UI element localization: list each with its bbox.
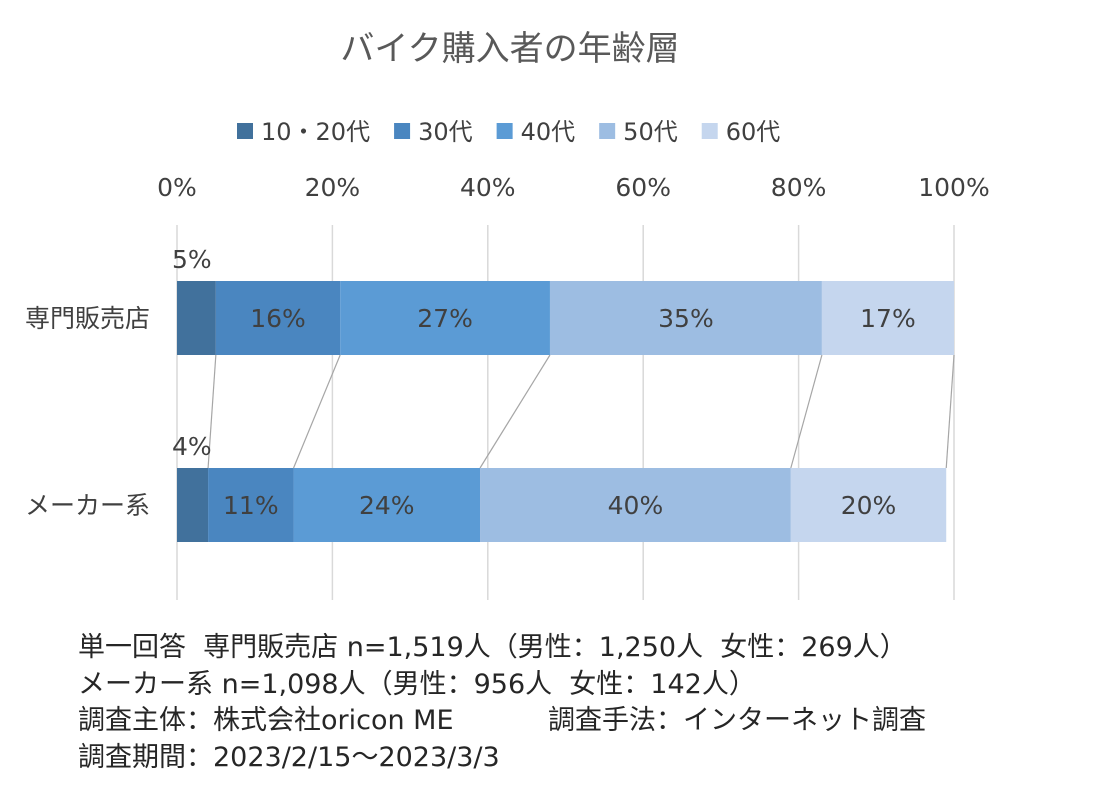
note-line-organizer-method: 調査主体：株式会社oricon ME 調査手法：インターネット調査 bbox=[78, 705, 926, 736]
legend-label-4: 60代 bbox=[726, 118, 781, 146]
legend-swatch-0 bbox=[237, 123, 253, 139]
x-tick-label-3: 60% bbox=[615, 173, 671, 202]
legend-swatch-2 bbox=[496, 123, 513, 139]
legend-swatch-1 bbox=[394, 123, 411, 139]
legend-swatch-4 bbox=[701, 123, 718, 139]
legend-swatch-3 bbox=[599, 123, 616, 139]
data-label-1-3: 40% bbox=[608, 491, 664, 520]
data-label-1-2: 24% bbox=[359, 491, 415, 520]
bar-labels: 5% 16% 27% 35% 17% 4% 11% 24% 40% 20% bbox=[172, 245, 916, 520]
series-line-3 bbox=[790, 354, 823, 469]
category-label-0: 専門販売店 bbox=[25, 304, 150, 333]
x-tick-label-0: 0% bbox=[157, 173, 197, 202]
bar-1-1 bbox=[208, 468, 294, 542]
bar-0-0 bbox=[177, 281, 216, 355]
bar-1-2 bbox=[293, 468, 481, 542]
survey-notes: 単一回答 専門販売店 n=1,519人（男性：1,250人 女性：269人） メ… bbox=[78, 630, 926, 776]
data-label-0-1: 16% bbox=[250, 304, 306, 333]
bars bbox=[177, 281, 954, 542]
data-label-1-1: 11% bbox=[223, 491, 279, 520]
series-line-2 bbox=[479, 354, 551, 469]
x-tick-label-4: 80% bbox=[771, 173, 827, 202]
x-tick-label-5: 100% bbox=[918, 173, 989, 202]
series-line-1 bbox=[292, 354, 341, 469]
series-line-4 bbox=[945, 354, 955, 469]
chart-title: バイク購入者の年齢層 bbox=[340, 29, 679, 69]
x-axis-ticks: 0% 20% 40% 60% 80% 100% bbox=[157, 173, 990, 202]
note-line-period: 調査期間：2023/2/15～2023/3/3 bbox=[78, 741, 500, 773]
bar-1-4 bbox=[790, 468, 947, 542]
bar-0-1 bbox=[215, 281, 341, 355]
category-label-1: メーカー系 bbox=[25, 491, 150, 520]
bar-0-4 bbox=[821, 281, 954, 355]
legend: 10・20代 30代 40代 50代 60代 bbox=[237, 118, 780, 146]
bar-1-0 bbox=[177, 468, 209, 542]
data-label-1-0: 4% bbox=[172, 432, 212, 461]
data-label-0-3: 35% bbox=[658, 304, 714, 333]
stacked-bar-chart: バイク購入者の年齢層 10・20代 30代 40代 50代 60代 0% 20% 40% 60… bbox=[25, 29, 990, 600]
bar-1-3 bbox=[480, 468, 791, 542]
legend-label-3: 50代 bbox=[623, 118, 678, 146]
legend-label-1: 30代 bbox=[418, 118, 473, 146]
data-label-0-2: 27% bbox=[417, 304, 473, 333]
note-line-sample-maker: メーカー系 n=1,098人（男性：956人 女性：142人） bbox=[78, 668, 756, 700]
data-label-1-4: 20% bbox=[841, 491, 897, 520]
legend-label-2: 40代 bbox=[521, 118, 576, 146]
bar-0-2 bbox=[340, 281, 550, 355]
x-tick-label-1: 20% bbox=[305, 173, 361, 202]
x-tick-label-2: 40% bbox=[460, 173, 516, 202]
note-line-sample-specialty: 単一回答 専門販売店 n=1,519人（男性：1,250人 女性：269人） bbox=[78, 632, 907, 663]
data-label-0-4: 17% bbox=[860, 304, 916, 333]
bar-0-3 bbox=[549, 281, 822, 355]
series-line-0 bbox=[207, 354, 217, 469]
data-label-0-0: 5% bbox=[172, 245, 212, 274]
legend-label-0: 10・20代 bbox=[261, 118, 370, 146]
series-lines bbox=[207, 354, 955, 469]
